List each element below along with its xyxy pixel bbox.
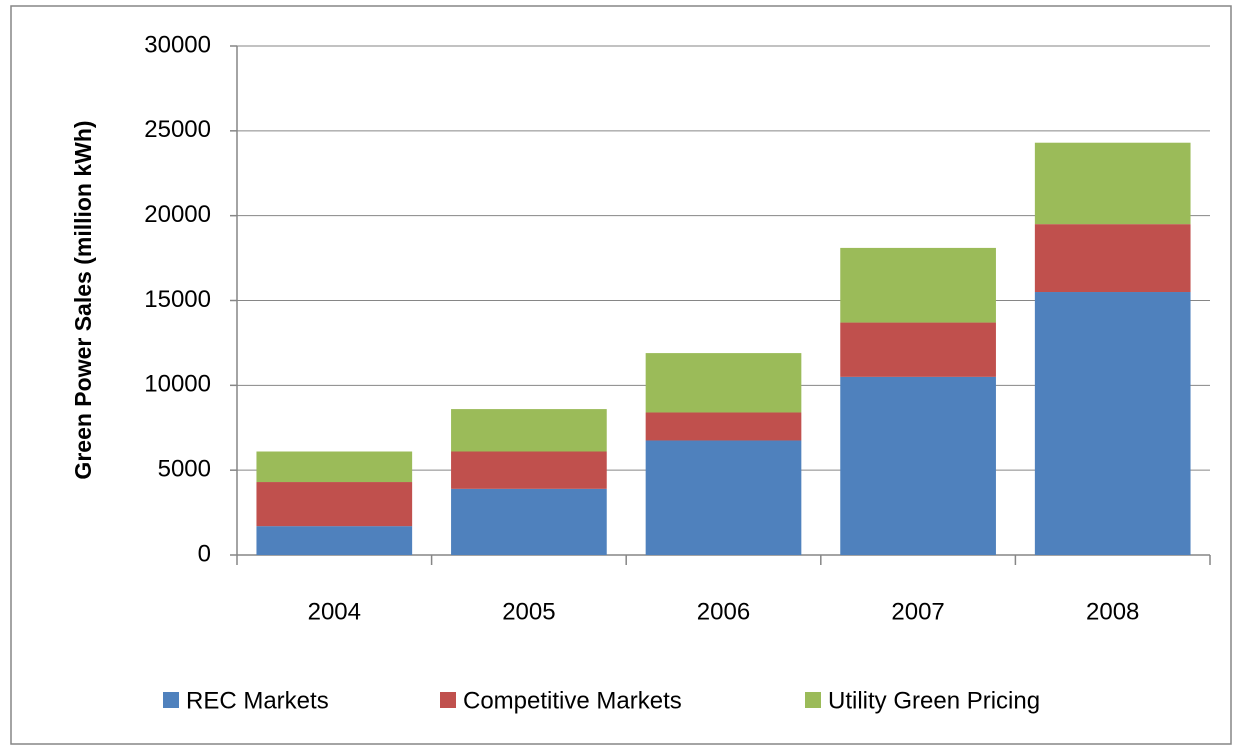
x-tick-label: 2006: [697, 598, 750, 625]
y-tick-label: 5000: [158, 456, 211, 483]
bar-segment: [1034, 142, 1191, 225]
chart-border: [10, 5, 1232, 745]
bar-segment: [256, 526, 413, 555]
bar-segment: [256, 482, 413, 527]
bar-segment: [451, 488, 607, 555]
bar-segment: [645, 440, 802, 555]
bar-segment: [451, 409, 607, 452]
bar-segment: [840, 247, 996, 323]
bar-segment: [645, 412, 802, 441]
bar-segment: [1034, 292, 1191, 555]
y-tick-label: 15000: [144, 286, 211, 313]
legend-label: REC Markets: [186, 687, 329, 714]
legend-swatch: [805, 692, 821, 708]
legend-label: Utility Green Pricing: [828, 687, 1040, 714]
legend-label: Competitive Markets: [463, 687, 682, 714]
bar-segment: [840, 376, 996, 555]
y-tick-label: 0: [198, 540, 211, 567]
bar-segment: [256, 451, 413, 483]
legend-swatch: [440, 692, 456, 708]
bar-segment: [645, 353, 802, 413]
bar-segment: [840, 322, 996, 377]
x-tick-label: 2004: [308, 598, 361, 625]
bar-segment: [451, 451, 607, 489]
legend-swatch: [163, 692, 179, 708]
y-tick-label: 30000: [144, 31, 211, 58]
y-tick-label: 25000: [144, 116, 211, 143]
y-axis-label: Green Power Sales (million kWh): [70, 120, 96, 479]
bar-segment: [1034, 224, 1191, 293]
x-tick-label: 2008: [1086, 598, 1139, 625]
x-tick-label: 2007: [891, 598, 944, 625]
x-tick-label: 2005: [502, 598, 555, 625]
y-tick-label: 10000: [144, 371, 211, 398]
y-tick-label: 20000: [144, 201, 211, 228]
